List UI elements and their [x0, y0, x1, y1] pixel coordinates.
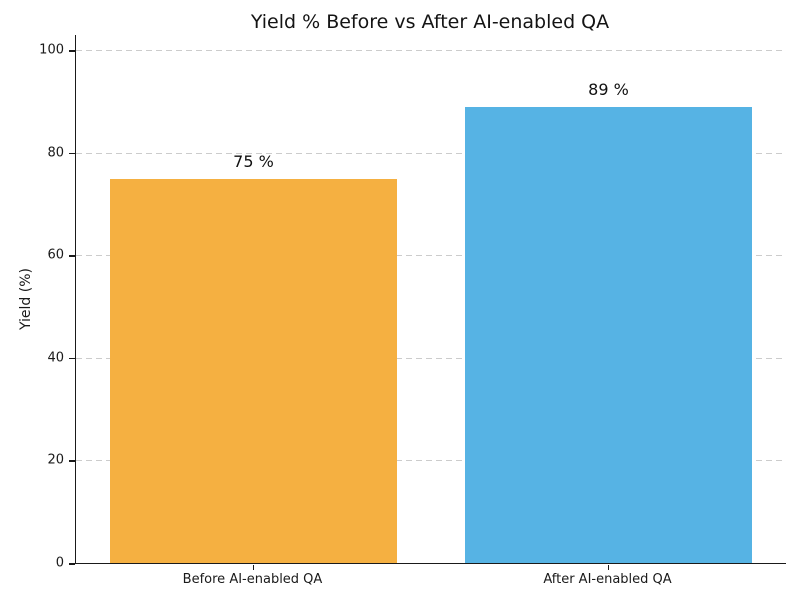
bar-value-label-1: 89 %	[588, 79, 629, 99]
y-tick-100	[69, 50, 75, 52]
gridline-y-60	[76, 255, 786, 257]
y-axis-label: Yield (%)	[18, 267, 34, 331]
y-tick-label-100: 100	[39, 42, 64, 58]
gridline-y-80	[76, 152, 786, 154]
x-tick-label-0: Before AI-enabled QA	[182, 572, 323, 587]
bar-value-label-0: 75 %	[233, 151, 274, 171]
bar-1	[464, 106, 753, 563]
y-tick-label-40: 40	[47, 350, 64, 366]
gridline-y-100	[76, 50, 786, 52]
plot-area: 75 % 89 %	[75, 35, 786, 564]
y-tick-40	[69, 357, 75, 360]
y-tick-20	[69, 460, 75, 462]
gridline-y-40	[76, 357, 786, 359]
y-tick-label-20: 20	[47, 452, 64, 468]
x-tick-label-1: After AI-enabled QA	[543, 572, 672, 587]
x-tick-0	[252, 564, 254, 570]
gridline-y-20	[76, 460, 786, 462]
y-tick-label-80: 80	[47, 145, 64, 161]
x-tick-1	[607, 564, 609, 570]
y-tick-label-60: 60	[47, 247, 64, 263]
chart-title: Yield % Before vs After AI-enabled QA	[250, 11, 610, 33]
y-tick-80	[69, 152, 75, 155]
bar-0	[109, 178, 398, 563]
y-tick-0	[69, 563, 75, 565]
y-tick-60	[69, 255, 75, 257]
y-tick-label-0: 0	[55, 555, 64, 571]
